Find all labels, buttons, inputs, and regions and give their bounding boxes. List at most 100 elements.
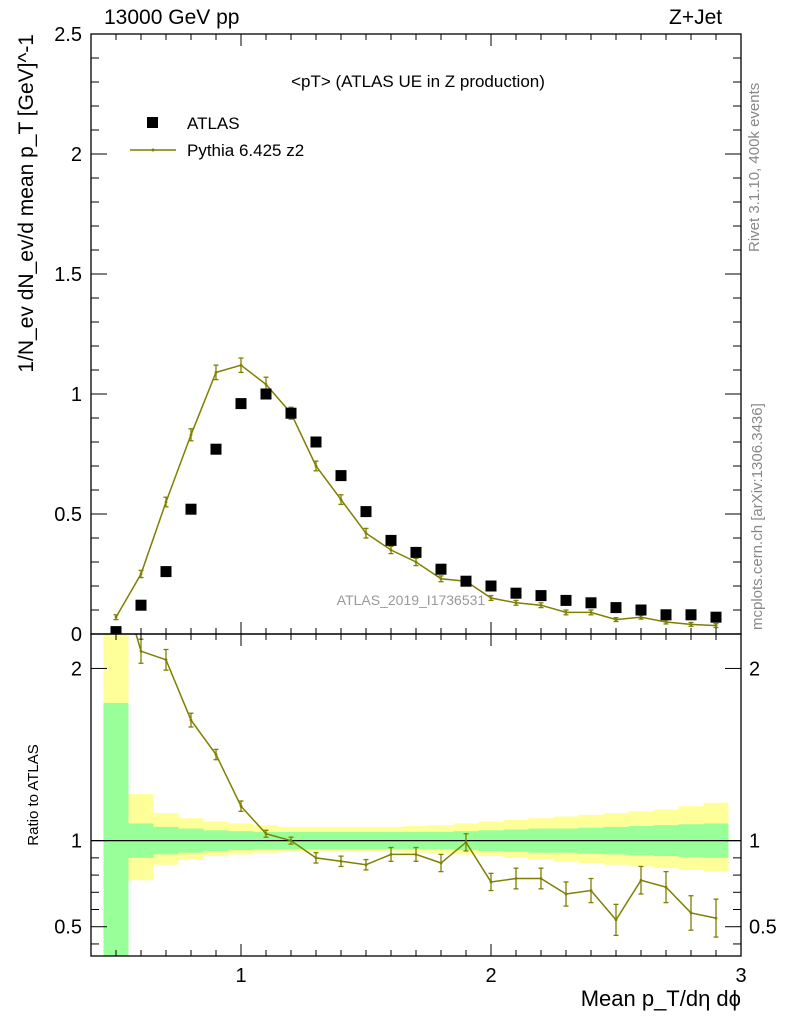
pythia-point — [114, 615, 118, 619]
pythia-point — [214, 371, 218, 374]
x-axis-label: Mean p_T/dη dϕ — [581, 986, 741, 1011]
ratio-y-tick-label: 2 — [71, 658, 82, 680]
ratio-point — [539, 877, 543, 880]
side-label-mcplots: mcplots.cern.ch [arXiv:1306.3436] — [749, 403, 766, 630]
atlas-marker — [610, 602, 622, 614]
pythia-point — [414, 560, 418, 564]
pythia-point — [439, 577, 443, 581]
pythia-point — [489, 596, 493, 600]
pythia-point — [664, 620, 668, 624]
ratio-point — [589, 889, 593, 892]
pythia-point — [514, 601, 518, 605]
atlas-marker — [635, 604, 647, 616]
ratio-point — [314, 856, 318, 860]
ratio-point — [439, 861, 443, 865]
legend-atlas-label: ATLAS — [187, 114, 240, 133]
y-tick-label: 2.5 — [54, 24, 82, 46]
x-tick-label: 3 — [735, 965, 746, 987]
atlas-marker — [360, 506, 372, 518]
ratio-point — [339, 859, 343, 863]
atlas-marker — [585, 597, 597, 609]
ratio-point — [364, 863, 368, 867]
ratio-point — [489, 880, 493, 884]
ratio-point — [664, 885, 668, 889]
ratio-point — [115, 564, 118, 567]
atlas-marker — [660, 609, 672, 621]
atlas-marker — [235, 398, 247, 410]
ratio-point — [264, 832, 268, 836]
atlas-marker — [210, 443, 222, 455]
atlas-marker — [185, 503, 197, 515]
ratio-point — [614, 918, 618, 922]
ratio-y-tick-label-right: 0.5 — [749, 917, 777, 939]
atlas-marker — [710, 611, 722, 623]
pythia-point — [564, 611, 568, 614]
ratio-point — [689, 911, 693, 915]
atlas-marker — [560, 594, 572, 606]
atlas-marker — [335, 470, 347, 482]
ratio-point — [514, 877, 518, 880]
pythia-point — [164, 500, 168, 504]
ratio-point — [564, 892, 568, 896]
y-tick-label: 1 — [71, 384, 82, 406]
atlas-marker — [535, 590, 547, 602]
pythia-point — [239, 363, 243, 367]
pythia-point — [614, 618, 618, 621]
ratio-point — [464, 840, 468, 844]
atlas-marker — [160, 566, 172, 578]
ratio-point — [714, 916, 718, 920]
legend-pythia-marker — [151, 148, 155, 152]
pythia-point — [714, 624, 718, 627]
ratio-y-tick-label: 0.5 — [54, 917, 82, 939]
pythia-point — [264, 383, 268, 386]
header-right: Z+Jet — [669, 6, 723, 29]
atlas-marker — [435, 563, 447, 575]
header-left: 13000 GeV pp — [104, 6, 240, 29]
ratio-point — [189, 718, 193, 722]
x-tick-label: 1 — [235, 965, 246, 987]
atlas-marker — [485, 580, 497, 592]
atlas-marker — [385, 534, 397, 546]
ratio-point — [139, 649, 143, 653]
atlas-marker — [135, 599, 147, 611]
ratio-frame — [90, 633, 742, 957]
y-tick-label: 2 — [71, 144, 82, 166]
y-tick-label: 0 — [71, 624, 82, 646]
ratio-bands — [103, 634, 729, 956]
pythia-point — [314, 464, 318, 468]
x-tick-label: 2 — [485, 965, 496, 987]
ratio-point — [289, 839, 293, 843]
legend-pythia-label: Pythia 6.425 z2 — [187, 141, 304, 160]
legend-atlas-marker — [147, 117, 158, 128]
atlas-marker — [685, 609, 697, 621]
ratio-series — [115, 564, 719, 938]
atlas-marker — [510, 587, 522, 599]
pythia-point — [689, 623, 693, 626]
ratio-y-tick-label-right: 2 — [749, 658, 760, 680]
ratio-point — [639, 878, 643, 882]
atlas-marker — [460, 575, 472, 587]
atlas-marker — [260, 388, 272, 400]
atlas-marker — [310, 436, 322, 448]
y-tick-label: 1.5 — [54, 264, 82, 286]
ratio-y-tick-label: 1 — [71, 831, 82, 853]
pythia-point — [139, 572, 143, 576]
plot-title: <pT> (ATLAS UE in Z production) — [291, 72, 545, 91]
watermark: ATLAS_2019_I1736531 — [337, 592, 486, 608]
ratio-y-axis-label: Ratio to ATLAS — [25, 744, 42, 845]
ratio-point — [414, 853, 418, 856]
pythia-point — [589, 611, 593, 614]
pythia-point — [339, 498, 343, 501]
pythia-point — [539, 603, 543, 607]
pythia-point — [389, 548, 393, 552]
ratio-point — [214, 753, 218, 756]
pythia-point — [364, 531, 368, 535]
band-inner-bin — [103, 702, 129, 956]
ratio-y-tick-label-right: 1 — [749, 831, 760, 853]
pythia-point — [639, 615, 643, 619]
atlas-marker — [285, 407, 297, 419]
pythia-line — [115, 364, 717, 627]
y-tick-label: 0.5 — [54, 504, 82, 526]
atlas-marker — [410, 546, 422, 558]
